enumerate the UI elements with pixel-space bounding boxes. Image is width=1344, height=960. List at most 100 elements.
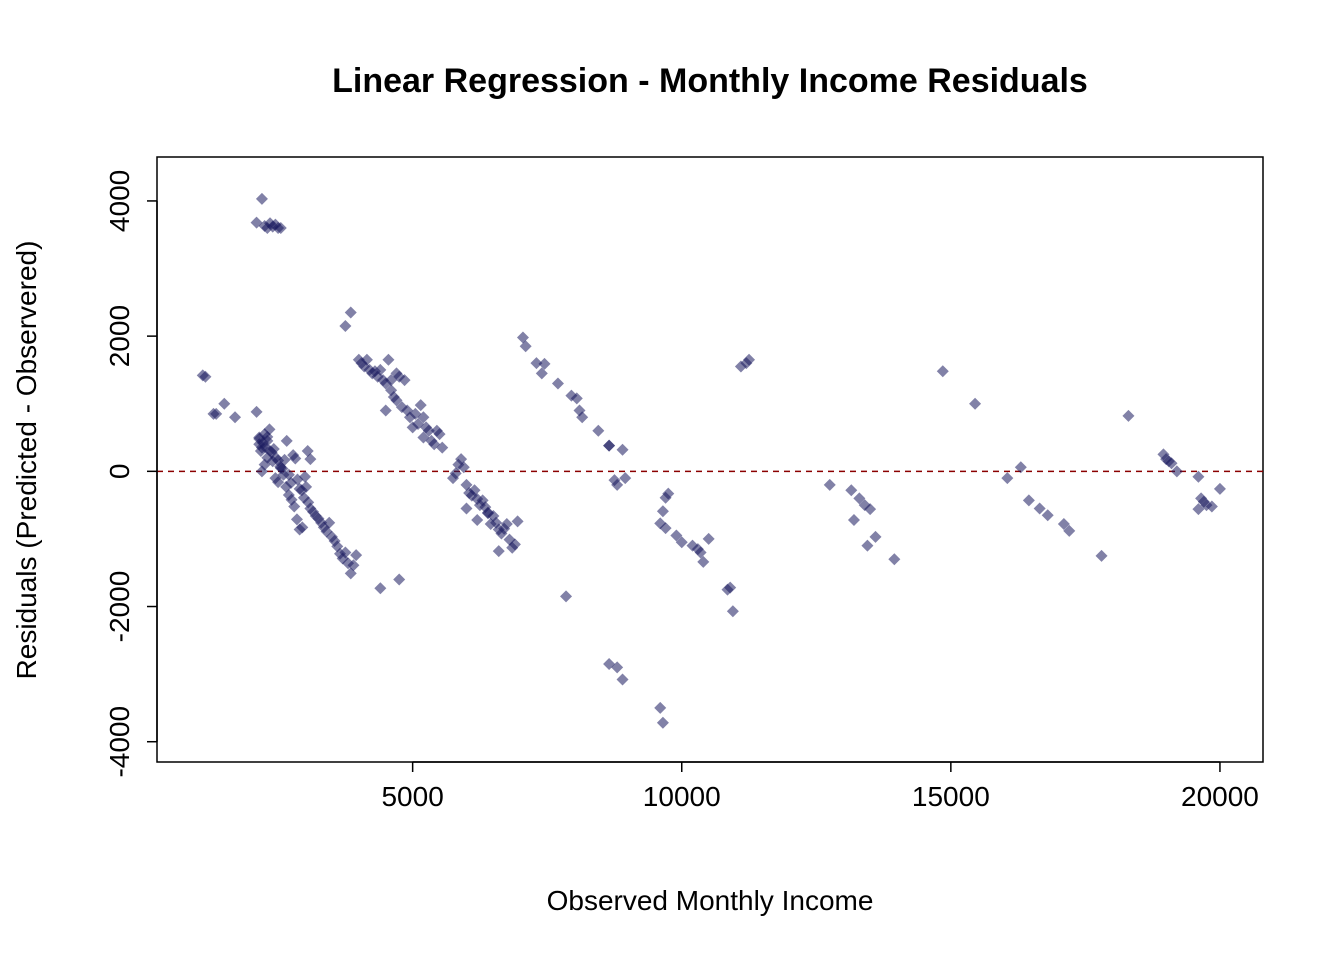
data-point — [347, 559, 360, 572]
data-point — [724, 581, 737, 594]
data-point — [350, 549, 363, 562]
data-point — [433, 428, 446, 441]
data-point — [382, 353, 395, 366]
data-point — [390, 394, 403, 407]
data-point — [570, 392, 583, 405]
data-point — [218, 397, 231, 410]
data-point — [266, 455, 279, 468]
data-point — [869, 530, 882, 543]
data-point — [508, 538, 521, 551]
data-point — [516, 331, 529, 344]
data-points — [196, 192, 1226, 729]
y-axis-label: Residuals (Predicted - Observered) — [11, 241, 42, 680]
data-point — [288, 500, 301, 513]
data-point — [1033, 502, 1046, 515]
data-point — [535, 367, 548, 380]
data-point — [1057, 518, 1070, 531]
data-point — [861, 539, 874, 552]
y-tick-label: -2000 — [104, 571, 135, 643]
data-point — [344, 306, 357, 319]
data-point — [616, 673, 629, 686]
data-point — [1192, 503, 1205, 516]
y-tick-label: 4000 — [104, 170, 135, 232]
data-point — [1041, 509, 1054, 522]
x-tick-label: 5000 — [381, 781, 443, 812]
data-point — [511, 515, 524, 528]
data-point — [619, 472, 632, 485]
data-point — [656, 505, 669, 518]
data-point — [726, 605, 739, 618]
data-point — [656, 716, 669, 729]
data-point — [393, 573, 406, 586]
data-point — [460, 502, 473, 515]
data-point — [449, 467, 462, 480]
data-point — [323, 516, 336, 529]
data-point — [1165, 457, 1178, 470]
x-axis: 5000 10000 15000 20000 — [381, 761, 1259, 812]
data-point — [289, 452, 302, 465]
data-point — [339, 546, 352, 559]
data-point — [457, 461, 470, 474]
data-point — [1205, 500, 1218, 513]
data-point — [199, 370, 212, 383]
data-point — [743, 353, 756, 366]
data-point — [280, 434, 293, 447]
data-point — [296, 521, 309, 534]
data-point — [654, 701, 667, 714]
plot-frame — [156, 156, 1264, 763]
data-point — [1213, 482, 1226, 495]
data-point — [374, 363, 387, 376]
data-point — [339, 319, 352, 332]
data-point — [471, 514, 484, 526]
data-point — [530, 357, 543, 370]
data-point — [304, 453, 317, 466]
data-point — [210, 407, 223, 420]
data-point — [277, 468, 290, 481]
data-point — [616, 443, 629, 456]
data-point — [417, 411, 430, 424]
data-point — [853, 492, 866, 505]
data-point — [481, 507, 494, 520]
data-point — [823, 478, 836, 491]
data-point — [1022, 494, 1035, 507]
data-point — [1095, 549, 1108, 562]
data-point — [936, 365, 949, 378]
data-point — [592, 424, 605, 437]
data-point — [468, 484, 481, 497]
data-point — [670, 529, 683, 542]
data-point — [864, 503, 877, 516]
data-point — [250, 405, 263, 418]
data-point — [694, 546, 707, 559]
data-point — [263, 423, 276, 436]
data-point — [379, 404, 392, 417]
data-point — [1063, 524, 1076, 537]
data-point — [500, 518, 513, 531]
data-point — [374, 582, 387, 595]
y-axis: -4000 -2000 0 2000 4000 — [104, 170, 158, 778]
data-point — [290, 513, 303, 526]
data-point — [264, 445, 277, 458]
data-point — [576, 411, 589, 424]
data-point — [551, 377, 564, 390]
data-point — [888, 553, 901, 566]
data-point — [300, 480, 313, 493]
data-point — [414, 399, 427, 412]
data-point — [422, 424, 435, 437]
data-point — [1122, 409, 1135, 422]
x-tick-label: 10000 — [643, 781, 721, 812]
y-tick-label: 2000 — [104, 305, 135, 367]
chart-title: Linear Regression - Monthly Income Resid… — [332, 62, 1088, 100]
data-point — [697, 555, 710, 568]
data-point — [847, 514, 860, 526]
data-point — [611, 478, 624, 491]
data-point — [538, 357, 551, 370]
data-point — [603, 439, 616, 452]
data-point — [360, 353, 373, 366]
data-point — [662, 487, 675, 500]
data-point — [519, 340, 532, 353]
data-point — [385, 374, 398, 387]
data-point — [255, 192, 268, 205]
x-axis-label: Observed Monthly Income — [547, 885, 874, 916]
data-point — [274, 221, 287, 234]
